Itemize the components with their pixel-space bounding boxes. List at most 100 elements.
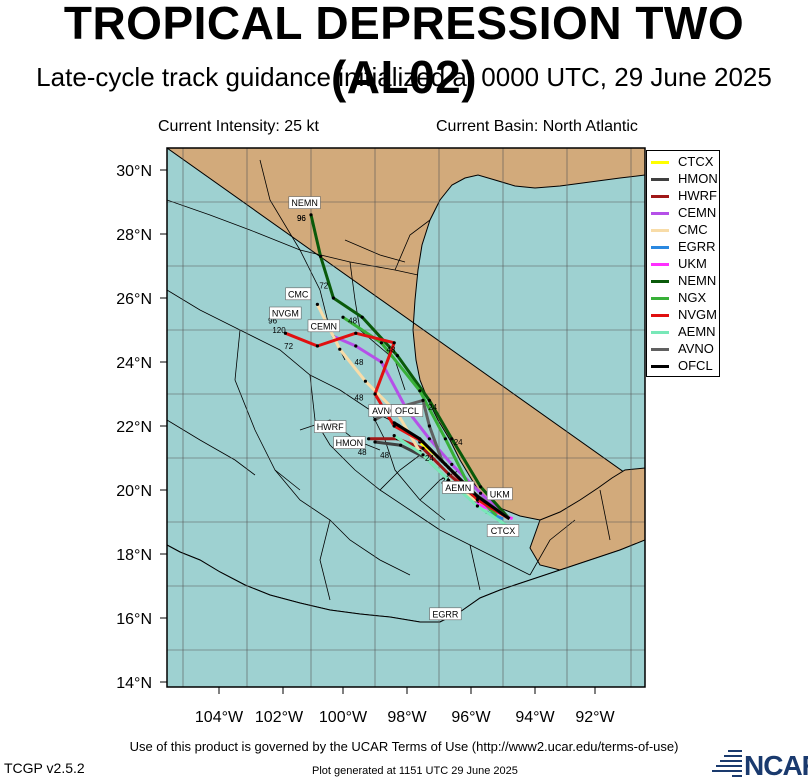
- track-point: [421, 453, 425, 457]
- legend-swatch: [651, 280, 669, 283]
- forecast-hour-label: 24: [454, 438, 463, 447]
- track-point: [373, 440, 377, 444]
- lat-label: 26°N: [116, 291, 152, 308]
- track-point: [309, 213, 313, 217]
- legend-item-hmon[interactable]: HMON: [651, 171, 718, 187]
- model-tag-label: NVGM: [272, 309, 299, 319]
- legend-item-ctcx[interactable]: CTCX: [651, 154, 717, 170]
- track-cemn: [332, 335, 511, 520]
- forecast-hour-label: 96: [297, 214, 306, 223]
- model-tag-label: CTCX: [491, 526, 516, 536]
- model-tag-label: NEMN: [291, 198, 318, 208]
- track-point: [392, 424, 396, 428]
- track-point: [443, 462, 447, 466]
- lon-label: 100°W: [319, 709, 368, 726]
- forecast-hour-label: 48: [358, 448, 367, 457]
- lon-label: 94°W: [515, 709, 555, 726]
- legend-item-cmc[interactable]: CMC: [651, 222, 717, 238]
- forecast-hour-label: 48: [355, 358, 364, 367]
- track-point: [331, 296, 335, 300]
- legend-item-hwrf[interactable]: HWRF: [651, 188, 717, 204]
- track-point: [475, 494, 479, 498]
- model-tag-box: [269, 306, 302, 320]
- legend-swatch: [651, 297, 669, 300]
- legend-item-ofcl[interactable]: OFCL: [651, 358, 717, 374]
- lat-label: 16°N: [116, 611, 152, 628]
- legend-swatch: [651, 229, 669, 232]
- legend-label: NVGM: [678, 307, 717, 322]
- legend-swatch: [651, 178, 669, 181]
- legend-swatch: [651, 365, 669, 368]
- track-point: [373, 418, 377, 422]
- model-tag-label: OFCL: [395, 406, 419, 416]
- legend-item-nvgm[interactable]: NVGM: [651, 307, 717, 323]
- track-point: [475, 504, 479, 508]
- lon-label: 98°W: [387, 709, 427, 726]
- model-tag-label: UKM: [490, 489, 510, 499]
- track-point: [338, 347, 342, 351]
- track-point: [479, 491, 483, 495]
- forecast-hour-label: 96: [297, 214, 306, 223]
- legend-label: AEMN: [678, 324, 716, 339]
- map-title: TROPICAL DEPRESSION TWO (AL02): [63, 0, 745, 103]
- legend-item-aemn[interactable]: AEMN: [651, 324, 717, 340]
- lat-label: 24°N: [116, 355, 152, 372]
- lat-label: 28°N: [116, 227, 152, 244]
- forecast-hour-label: 48: [348, 317, 357, 326]
- track-point: [367, 437, 371, 441]
- forecast-hour-label: 48: [387, 345, 396, 354]
- lat-label: 20°N: [116, 483, 152, 500]
- model-tag-box: [288, 196, 321, 209]
- legend-item-avno[interactable]: AVNO: [651, 341, 717, 357]
- generated-timestamp: Plot generated at 1151 UTC 29 June 2025: [312, 765, 518, 777]
- track-point: [418, 389, 422, 393]
- forecast-hour-label: 24: [428, 403, 437, 412]
- legend-label: NGX: [678, 290, 707, 305]
- model-tag-nemn: NEMN: [288, 196, 321, 209]
- legend-swatch: [651, 161, 669, 164]
- model-tag-box: [442, 481, 475, 494]
- track-point: [373, 392, 377, 396]
- track-point: [315, 344, 319, 348]
- version-label: TCGP v2.5.2: [4, 760, 85, 776]
- model-tag-nvgm: NVGM: [269, 306, 302, 320]
- track-point: [395, 354, 399, 358]
- model-tag-box: [307, 319, 340, 333]
- legend-label: CEMN: [678, 205, 717, 220]
- legend-label: OFCL: [678, 358, 713, 373]
- map-subtitle: Late-cycle track guidance initialized at…: [36, 62, 772, 92]
- track-point: [283, 331, 287, 335]
- model-tag-egrr: EGRR: [429, 607, 462, 621]
- legend-item-ukm[interactable]: UKM: [651, 256, 717, 272]
- legend-swatch: [651, 212, 669, 215]
- forecast-hour-label: 24: [425, 454, 434, 463]
- legend-label: UKM: [678, 256, 707, 271]
- model-tag-hmon: HMON: [333, 436, 366, 449]
- legend-item-egrr[interactable]: EGRR: [651, 239, 717, 255]
- current-basin: Current Basin: North Atlantic: [436, 118, 638, 135]
- model-tag-ofcl: OFCL: [390, 404, 424, 417]
- track-point: [421, 398, 425, 402]
- model-tag-label: CMC: [288, 289, 309, 299]
- track-point: [450, 462, 454, 466]
- track-point: [392, 341, 396, 345]
- model-tag-label: HMON: [336, 438, 364, 448]
- legend-item-cemn[interactable]: CEMN: [651, 205, 717, 221]
- legend-label: CTCX: [678, 154, 714, 169]
- legend-item-ngx[interactable]: NGX: [651, 290, 717, 306]
- legend-item-nemn[interactable]: NEMN: [651, 273, 717, 289]
- model-tag-box: [285, 287, 312, 301]
- lon-label: 92°W: [575, 709, 615, 726]
- lat-label: 30°N: [116, 163, 152, 180]
- model-tag-box: [333, 436, 366, 449]
- legend-label: NEMN: [678, 273, 717, 288]
- model-tag-label: EGRR: [432, 609, 459, 619]
- longitude-labels: 104°W 102°W 100°W 98°W 96°W 94°W 92°W: [195, 709, 616, 726]
- ncar-logo: NCAR: [708, 744, 808, 781]
- track-point: [479, 485, 483, 489]
- lat-label: 22°N: [116, 419, 152, 436]
- forecast-hour-label: 120: [272, 326, 286, 335]
- grid-lines: [167, 148, 645, 687]
- legend-label: HWRF: [678, 188, 717, 203]
- track-point: [418, 437, 422, 441]
